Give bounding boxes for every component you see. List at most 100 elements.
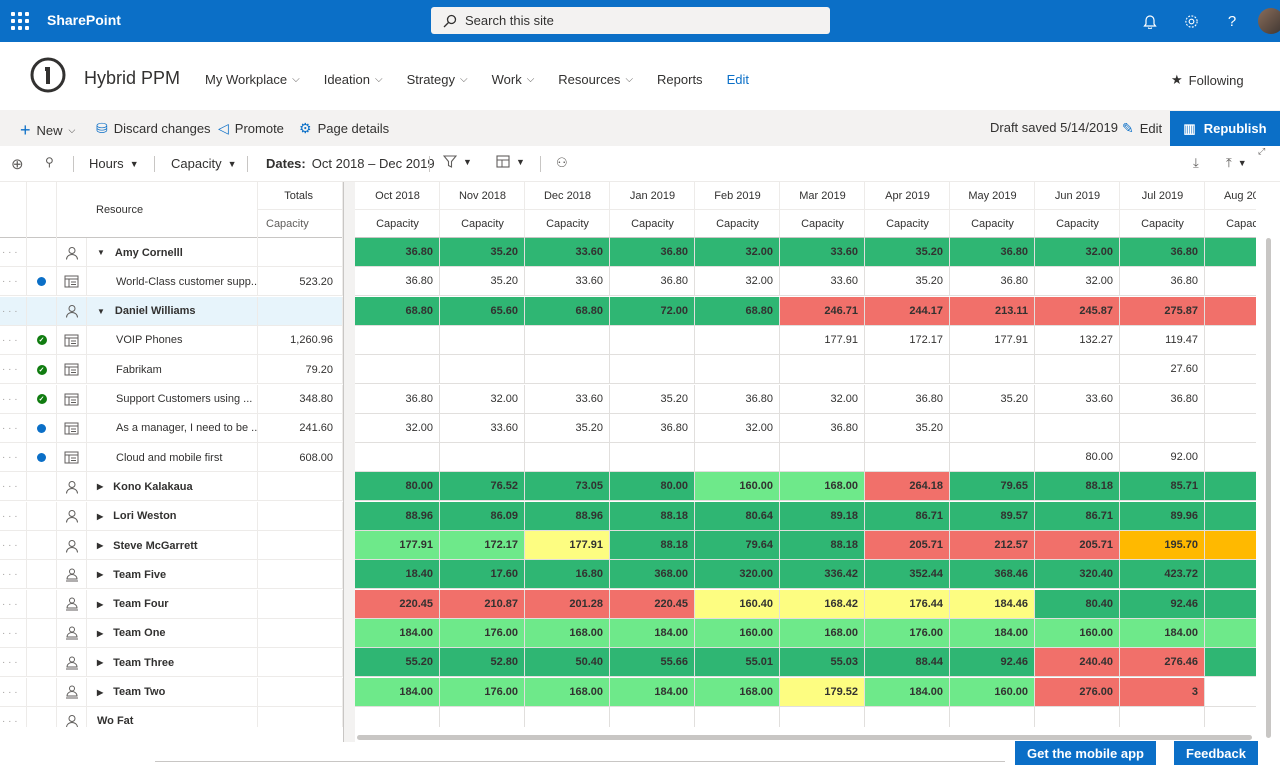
month-column-header[interactable]: Jan 2019 Capacity bbox=[610, 182, 695, 238]
following-button[interactable]: ★ Following bbox=[1171, 72, 1244, 88]
table-row[interactable]: · · · ▼ Amy Cornelll bbox=[0, 238, 343, 267]
table-row[interactable]: · · · World-Class customer supp... 523.20 bbox=[0, 267, 343, 297]
caret-right-icon[interactable]: ▶ bbox=[97, 687, 104, 697]
discard-changes-button[interactable]: ⛁ Discard changes bbox=[96, 120, 211, 137]
site-logo-icon[interactable] bbox=[30, 57, 66, 93]
resource-column-header[interactable]: Resource bbox=[57, 182, 258, 238]
settings-gear-icon[interactable] bbox=[1180, 10, 1202, 32]
notification-bell-icon[interactable] bbox=[1139, 10, 1161, 32]
promote-button[interactable]: ◁ Promote bbox=[218, 120, 284, 137]
nav-item-resources[interactable]: Resources ⌵ bbox=[558, 72, 633, 87]
resource-name-cell[interactable]: ▶ Steve McGarrett bbox=[87, 531, 258, 560]
new-button[interactable]: + New ⌵ bbox=[20, 120, 75, 141]
row-menu-icon[interactable]: · · · bbox=[0, 648, 27, 678]
caret-right-icon[interactable]: ▶ bbox=[97, 628, 104, 638]
resource-name-cell[interactable]: ▶ Team Five bbox=[87, 560, 258, 590]
row-menu-icon[interactable]: · · · bbox=[0, 296, 27, 326]
expand-fullscreen-icon[interactable]: ⤢ bbox=[1258, 146, 1266, 156]
row-menu-icon[interactable]: · · · bbox=[0, 355, 27, 385]
resource-name-cell[interactable]: ▶ Team Two bbox=[87, 677, 258, 707]
get-mobile-app-button[interactable]: Get the mobile app bbox=[1015, 741, 1156, 765]
table-row[interactable]: · · · ▼ Daniel Williams bbox=[0, 296, 343, 326]
nav-item-strategy[interactable]: Strategy ⌵ bbox=[407, 72, 468, 87]
table-row[interactable]: · · · ▶ Team Four bbox=[0, 589, 343, 619]
caret-right-icon[interactable]: ▶ bbox=[97, 541, 104, 550]
month-column-header[interactable]: May 2019 Capacity bbox=[950, 182, 1035, 238]
caret-right-icon[interactable]: ▶ bbox=[97, 570, 104, 580]
dates-picker[interactable]: Dates: Oct 2018 – Dec 2019 bbox=[266, 156, 435, 171]
download-icon[interactable]: ⤓ bbox=[1193, 155, 1199, 170]
add-circle-icon[interactable]: ⊕ bbox=[11, 156, 24, 173]
republish-button[interactable]: ▥ Republish bbox=[1170, 111, 1280, 146]
table-row[interactable]: · · · ▶ Team Three bbox=[0, 648, 343, 678]
table-row[interactable]: · · · Cloud and mobile first 608.00 bbox=[0, 443, 343, 473]
caret-right-icon[interactable]: ▶ bbox=[97, 658, 104, 668]
table-row[interactable]: · · · ▶ Steve McGarrett bbox=[0, 531, 343, 560]
table-row[interactable]: · · · ▶ Team Five bbox=[0, 560, 343, 590]
search-box[interactable]: Search this site bbox=[431, 7, 830, 34]
resource-name-cell[interactable]: World-Class customer supp... bbox=[87, 267, 258, 297]
page-details-button[interactable]: ⚙ Page details bbox=[299, 120, 389, 137]
row-menu-icon[interactable]: · · · bbox=[0, 560, 27, 590]
row-menu-icon[interactable]: · · · bbox=[0, 443, 27, 473]
caret-right-icon[interactable]: ▶ bbox=[97, 599, 104, 609]
row-menu-icon[interactable]: · · · bbox=[0, 706, 27, 727]
resource-name-cell[interactable]: ▼ Amy Cornelll bbox=[87, 238, 258, 267]
nav-item-ideation[interactable]: Ideation ⌵ bbox=[324, 72, 383, 87]
capacity-dropdown[interactable]: Capacity ▼ bbox=[171, 156, 237, 171]
export-button[interactable]: ⤒ ▼ bbox=[1226, 155, 1247, 171]
resource-name-cell[interactable]: ▶ Team One bbox=[87, 618, 258, 648]
month-column-header[interactable]: Nov 2018 Capacity bbox=[440, 182, 525, 238]
table-row[interactable]: · · · ✓ Support Customers using ... 348.80 bbox=[0, 384, 343, 414]
caret-right-icon[interactable]: ▶ bbox=[97, 511, 104, 521]
vertical-scrollbar[interactable] bbox=[1266, 238, 1271, 738]
site-name[interactable]: Hybrid PPM bbox=[84, 68, 181, 88]
row-menu-icon[interactable]: · · · bbox=[0, 413, 27, 443]
nav-item-my-workplace[interactable]: My Workplace ⌵ bbox=[205, 72, 300, 87]
person-settings-icon[interactable]: ⚇ bbox=[556, 155, 568, 170]
app-launcher-icon[interactable] bbox=[10, 11, 30, 31]
resource-name-cell[interactable]: Cloud and mobile first bbox=[87, 443, 258, 473]
row-menu-icon[interactable]: · · · bbox=[0, 325, 27, 355]
table-row[interactable]: · · · As a manager, I need to be ... 241.6… bbox=[0, 413, 343, 443]
user-avatar[interactable] bbox=[1258, 8, 1280, 34]
resource-name-cell[interactable]: Wo Fat bbox=[87, 706, 258, 727]
nav-edit-link[interactable]: Edit bbox=[726, 72, 749, 87]
row-menu-icon[interactable]: · · · bbox=[0, 589, 27, 619]
pane-splitter[interactable] bbox=[343, 182, 355, 742]
month-column-header[interactable]: Jun 2019 Capacity bbox=[1035, 182, 1120, 238]
month-column-header[interactable]: Jul 2019 Capacity bbox=[1120, 182, 1205, 238]
month-column-header[interactable]: Feb 2019 Capacity bbox=[695, 182, 780, 238]
assign-resource-icon[interactable]: ⚲ bbox=[45, 155, 54, 169]
row-menu-icon[interactable]: · · · bbox=[0, 384, 27, 414]
table-row[interactable]: · · · ✓ VOIP Phones 1,260.96 bbox=[0, 325, 343, 355]
table-row[interactable]: · · · ▶ Team Two bbox=[0, 677, 343, 707]
caret-down-icon[interactable]: ▼ bbox=[97, 248, 105, 257]
row-menu-icon[interactable]: · · · bbox=[0, 501, 27, 531]
help-icon[interactable]: ? bbox=[1227, 12, 1237, 30]
month-column-header[interactable]: Apr 2019 Capacity bbox=[865, 182, 950, 238]
resource-name-cell[interactable]: ▶ Lori Weston bbox=[87, 501, 258, 531]
horizontal-scrollbar[interactable] bbox=[357, 735, 1252, 740]
resource-name-cell[interactable]: VOIP Phones bbox=[87, 325, 258, 355]
edit-page-button[interactable]: ✎ Edit bbox=[1122, 120, 1162, 137]
row-menu-icon[interactable]: · · · bbox=[0, 531, 27, 560]
hours-dropdown[interactable]: Hours ▼ bbox=[89, 156, 139, 171]
feedback-button[interactable]: Feedback bbox=[1174, 741, 1258, 765]
month-column-header[interactable]: Dec 2018 Capacity bbox=[525, 182, 610, 238]
row-menu-icon[interactable]: · · · bbox=[0, 267, 27, 297]
brand-title[interactable]: SharePoint bbox=[47, 12, 121, 28]
row-menu-icon[interactable]: · · · bbox=[0, 677, 27, 707]
table-row[interactable]: · · · ▶ Team One bbox=[0, 618, 343, 648]
table-row[interactable]: · · · ✓ Fabrikam 79.20 bbox=[0, 355, 343, 385]
resource-name-cell[interactable]: ▶ Team Four bbox=[87, 589, 258, 619]
filter-button[interactable]: ▼ bbox=[443, 155, 472, 168]
month-column-header[interactable]: Oct 2018 Capacity bbox=[355, 182, 440, 238]
table-row[interactable]: · · · ▶ Lori Weston bbox=[0, 501, 343, 531]
resource-name-cell[interactable]: ▶ Team Three bbox=[87, 648, 258, 678]
row-menu-icon[interactable]: · · · bbox=[0, 238, 27, 267]
table-row[interactable]: · · · ▶ Kono Kalakaua bbox=[0, 472, 343, 502]
resource-name-cell[interactable]: ▼ Daniel Williams bbox=[87, 296, 258, 326]
resource-name-cell[interactable]: As a manager, I need to be ... bbox=[87, 413, 258, 443]
nav-item-reports[interactable]: Reports bbox=[657, 72, 703, 87]
